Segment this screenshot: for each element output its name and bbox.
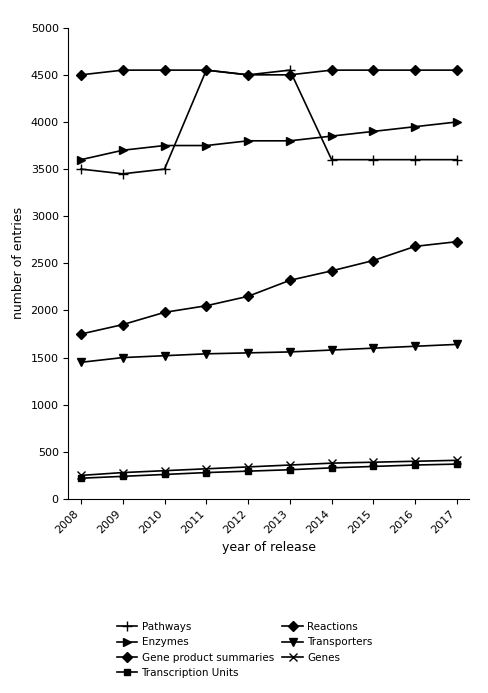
Y-axis label: number of entries: number of entries [12,207,25,319]
Enzymes [161,141,167,150]
Transporters [161,351,167,360]
Reactions [120,66,125,74]
Gene product summaries [411,243,417,251]
Gene product summaries [328,267,334,275]
Transcription Units [203,468,209,477]
Transcription Units [161,471,167,479]
Transporters [370,344,376,352]
Reactions [244,71,250,79]
Gene product summaries [120,320,125,328]
Reactions [78,71,84,79]
Enzymes [286,137,292,145]
Line: Gene product summaries: Gene product summaries [78,238,459,337]
Genes [453,456,459,464]
Enzymes [370,128,376,136]
Pathways [120,170,125,178]
Transcription Units [120,472,125,480]
Line: Transporters: Transporters [77,340,460,367]
Transcription Units [328,464,334,472]
Pathways [203,66,209,74]
Transporters [244,349,250,357]
Transcription Units [78,474,84,482]
Gene product summaries [78,330,84,338]
Transcription Units [411,461,417,469]
Gene product summaries [286,276,292,284]
Transporters [120,353,125,362]
Genes [120,468,125,477]
Transcription Units [286,466,292,474]
Transporters [78,358,84,367]
Enzymes [78,155,84,164]
Genes [370,458,376,466]
Genes [78,471,84,480]
Genes [411,457,417,466]
X-axis label: year of release: year of release [222,541,315,554]
Transporters [328,346,334,354]
Reactions [453,66,459,74]
Transporters [411,342,417,351]
Line: Enzymes: Enzymes [77,118,460,164]
Reactions [161,66,167,74]
Transporters [203,350,209,358]
Reactions [370,66,376,74]
Reactions [328,66,334,74]
Genes [244,463,250,471]
Enzymes [203,141,209,150]
Gene product summaries [203,301,209,310]
Pathways [286,66,292,74]
Pathways [78,165,84,173]
Pathways [370,155,376,164]
Reactions [286,71,292,79]
Gene product summaries [453,238,459,246]
Line: Pathways: Pathways [76,65,461,179]
Transcription Units [244,467,250,475]
Line: Transcription Units: Transcription Units [78,461,459,482]
Reactions [203,66,209,74]
Enzymes [244,137,250,145]
Transcription Units [370,462,376,471]
Enzymes [120,146,125,155]
Transporters [453,340,459,349]
Pathways [453,155,459,164]
Line: Genes: Genes [77,456,460,480]
Transporters [286,348,292,356]
Enzymes [328,132,334,140]
Gene product summaries [161,308,167,317]
Genes [328,459,334,467]
Pathways [244,71,250,79]
Pathways [328,155,334,164]
Reactions [411,66,417,74]
Pathways [161,165,167,173]
Genes [203,464,209,473]
Genes [161,466,167,475]
Line: Reactions: Reactions [78,67,459,78]
Transcription Units [453,460,459,468]
Enzymes [453,118,459,126]
Legend: Pathways, Enzymes, Gene product summaries, Transcription Units, Reactions, Trans: Pathways, Enzymes, Gene product summarie… [113,619,375,681]
Gene product summaries [244,292,250,301]
Enzymes [411,123,417,131]
Genes [286,461,292,469]
Gene product summaries [370,256,376,265]
Pathways [411,155,417,164]
